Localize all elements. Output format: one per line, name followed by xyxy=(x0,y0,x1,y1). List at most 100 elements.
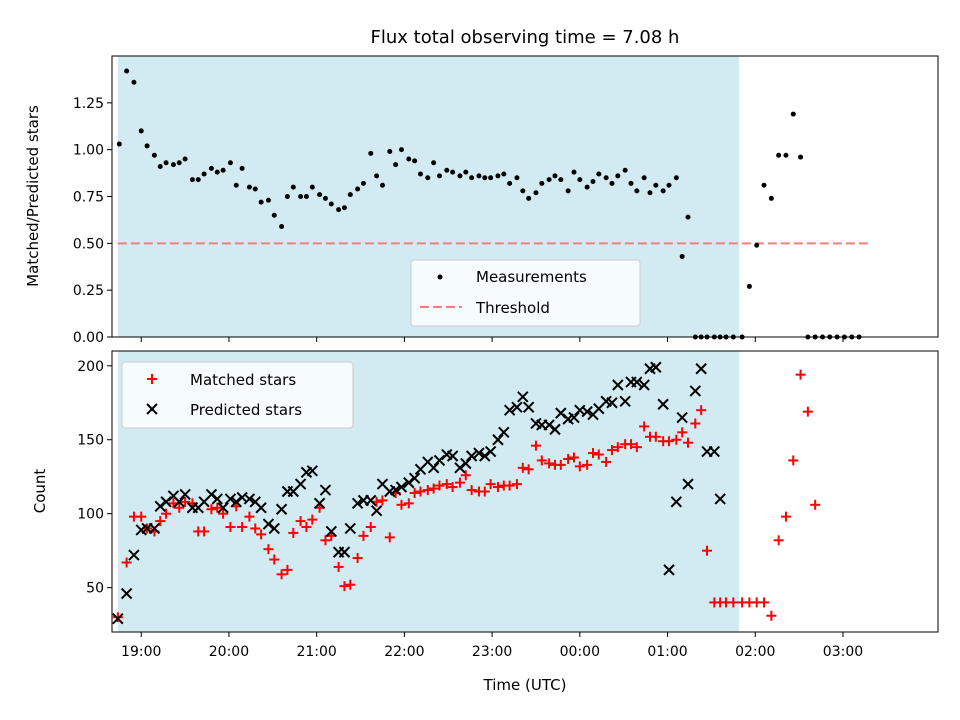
measurement-point xyxy=(450,169,456,175)
matched-star-point xyxy=(422,485,433,496)
matched-star-point xyxy=(555,459,566,470)
matched-star-point xyxy=(574,461,585,472)
predicted-star-point xyxy=(173,496,185,508)
measurement-point xyxy=(457,173,463,179)
predicted-star-point xyxy=(211,493,223,505)
predicted-star-point xyxy=(708,445,721,458)
predicted-star-point xyxy=(670,496,683,508)
measurement-point xyxy=(220,167,226,173)
measurement-point xyxy=(425,175,431,181)
predicted-star-point xyxy=(682,478,694,490)
bottom-panel: 50 100 150 200 19:00 20:00 21:00 22:00 23:00 00:… xyxy=(31,350,939,694)
measurement-point xyxy=(412,158,418,164)
predicted-star-point xyxy=(224,493,237,505)
top-ytick-label: 0.50 xyxy=(73,236,104,252)
bottom-ytick-label: 200 xyxy=(77,359,104,375)
matched-star-point xyxy=(466,485,477,496)
bottom-ytick-label: 50 xyxy=(86,581,104,597)
matched-star-point xyxy=(631,442,642,453)
matched-star-point xyxy=(307,514,318,525)
measurement-point xyxy=(116,141,122,147)
predicted-star-point xyxy=(581,405,593,418)
matched-star-point xyxy=(155,516,166,527)
matched-star-point xyxy=(766,610,777,621)
chart-title: Flux total observing time = 7.08 h xyxy=(371,27,680,48)
measurement-point xyxy=(565,188,571,194)
measurement-point xyxy=(596,171,602,177)
predicted-star-point xyxy=(638,379,650,391)
measurement-point xyxy=(131,79,137,85)
measurement-point xyxy=(379,182,385,188)
matched-star-point xyxy=(250,523,261,534)
measurement-point xyxy=(208,165,214,171)
matched-star-point xyxy=(345,579,356,590)
xtick-label: 23:00 xyxy=(472,644,512,660)
measurement-point xyxy=(590,179,596,185)
matched-star-point xyxy=(683,437,694,448)
measurement-point xyxy=(488,175,494,181)
measurement-point xyxy=(163,160,169,166)
measurement-point xyxy=(463,169,469,175)
matched-star-point xyxy=(593,449,604,460)
measurement-point xyxy=(768,195,774,201)
measurement-point xyxy=(387,149,393,155)
measurement-point xyxy=(201,171,207,177)
measurement-point xyxy=(239,165,245,171)
predicted-star-point xyxy=(395,481,408,493)
matched-star-point xyxy=(333,561,344,572)
matched-star-point xyxy=(650,431,661,442)
predicted-star-point xyxy=(365,494,377,507)
matched-star-point xyxy=(121,557,132,568)
measurement-point xyxy=(195,177,201,183)
measurement-point xyxy=(309,184,315,190)
predicted-star-point xyxy=(689,385,702,397)
predicted-star-point xyxy=(351,497,364,510)
matched-star-point xyxy=(358,530,369,541)
xtick-label: 01:00 xyxy=(647,644,687,660)
bottom-legend: Matched stars Predicted stars xyxy=(121,361,354,429)
xtick-label: 03:00 xyxy=(823,644,863,660)
matched-star-point xyxy=(174,502,185,513)
matched-star-point xyxy=(454,477,465,488)
matched-star-point xyxy=(780,511,791,522)
matched-star-point xyxy=(377,495,388,506)
measurement-point xyxy=(584,184,590,190)
predicted-star-point xyxy=(473,447,485,459)
measurement-point xyxy=(252,186,258,192)
predicted-star-point xyxy=(606,397,618,409)
matched-star-point xyxy=(504,480,515,491)
measurement-point xyxy=(666,182,672,188)
xtick-label: 20:00 xyxy=(209,644,249,660)
measurement-point xyxy=(336,207,342,213)
predicted-star-point xyxy=(549,423,561,436)
measurement-point xyxy=(431,160,437,166)
matched-star-point xyxy=(339,581,350,592)
predicted-star-point xyxy=(120,587,133,600)
xtick-label: 00:00 xyxy=(560,644,600,660)
measurement-point xyxy=(679,253,685,259)
bottom-axes-frame xyxy=(111,350,939,633)
measurement-point xyxy=(360,180,366,186)
measurement-point xyxy=(138,128,144,134)
predicted-star-point xyxy=(657,398,669,410)
measurement-point xyxy=(507,180,513,186)
matched-star-point xyxy=(587,448,598,459)
matched-star-point xyxy=(320,535,331,546)
predicted-star-point xyxy=(503,404,516,416)
measurement-point xyxy=(609,180,615,186)
predicted-star-point xyxy=(148,522,161,535)
matched-star-point xyxy=(492,482,503,493)
matched-star-point xyxy=(434,480,445,491)
matched-star-point xyxy=(256,529,267,540)
matched-star-point xyxy=(690,418,701,429)
measurement-point xyxy=(284,194,290,199)
measurement-point xyxy=(622,167,628,173)
measurement-point xyxy=(258,199,264,205)
matched-star-point xyxy=(511,479,522,490)
measurement-point xyxy=(246,184,252,190)
measurement-point xyxy=(754,242,760,248)
legend-measurements-marker xyxy=(437,274,443,280)
matched-star-point xyxy=(206,504,217,515)
measurement-point xyxy=(634,188,640,194)
matched-star-point xyxy=(612,442,623,453)
